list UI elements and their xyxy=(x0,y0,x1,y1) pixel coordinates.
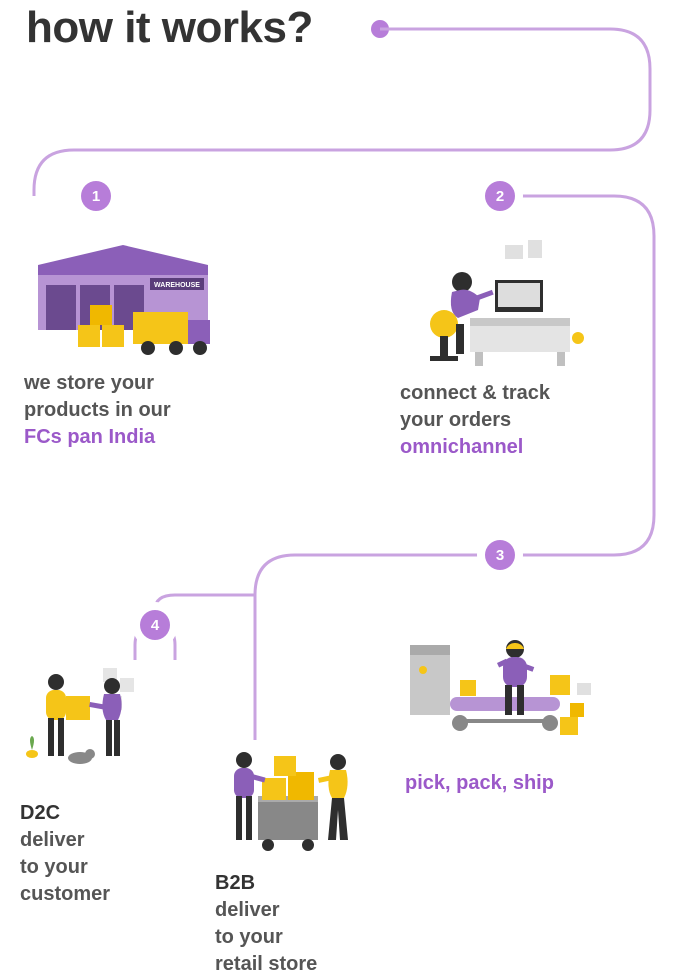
step-4b-text: B2B deliver to your retail store xyxy=(215,870,317,978)
badge-4: 4 xyxy=(140,610,170,640)
illo-conveyor xyxy=(405,625,595,750)
step-2-text: connect & track your orders omnichannel xyxy=(400,380,550,461)
page-title: how it works? xyxy=(26,3,313,53)
svg-text:WAREHOUSE: WAREHOUSE xyxy=(154,282,200,289)
badge-1: 1 xyxy=(81,181,111,211)
illo-warehouse: WAREHOUSE xyxy=(18,230,218,360)
badge-2: 2 xyxy=(485,181,515,211)
path-start-dot xyxy=(371,20,389,38)
step-3-text: pick, pack, ship xyxy=(405,770,554,797)
illo-d2c xyxy=(18,658,178,788)
step-4a-text: D2C deliver to your customer xyxy=(20,800,110,908)
illo-desk xyxy=(400,240,600,370)
path-seg-1 xyxy=(34,29,650,196)
illo-b2b xyxy=(210,740,380,865)
badge-3: 3 xyxy=(485,540,515,570)
step-1-text: we store your products in our FCs pan In… xyxy=(24,370,171,451)
